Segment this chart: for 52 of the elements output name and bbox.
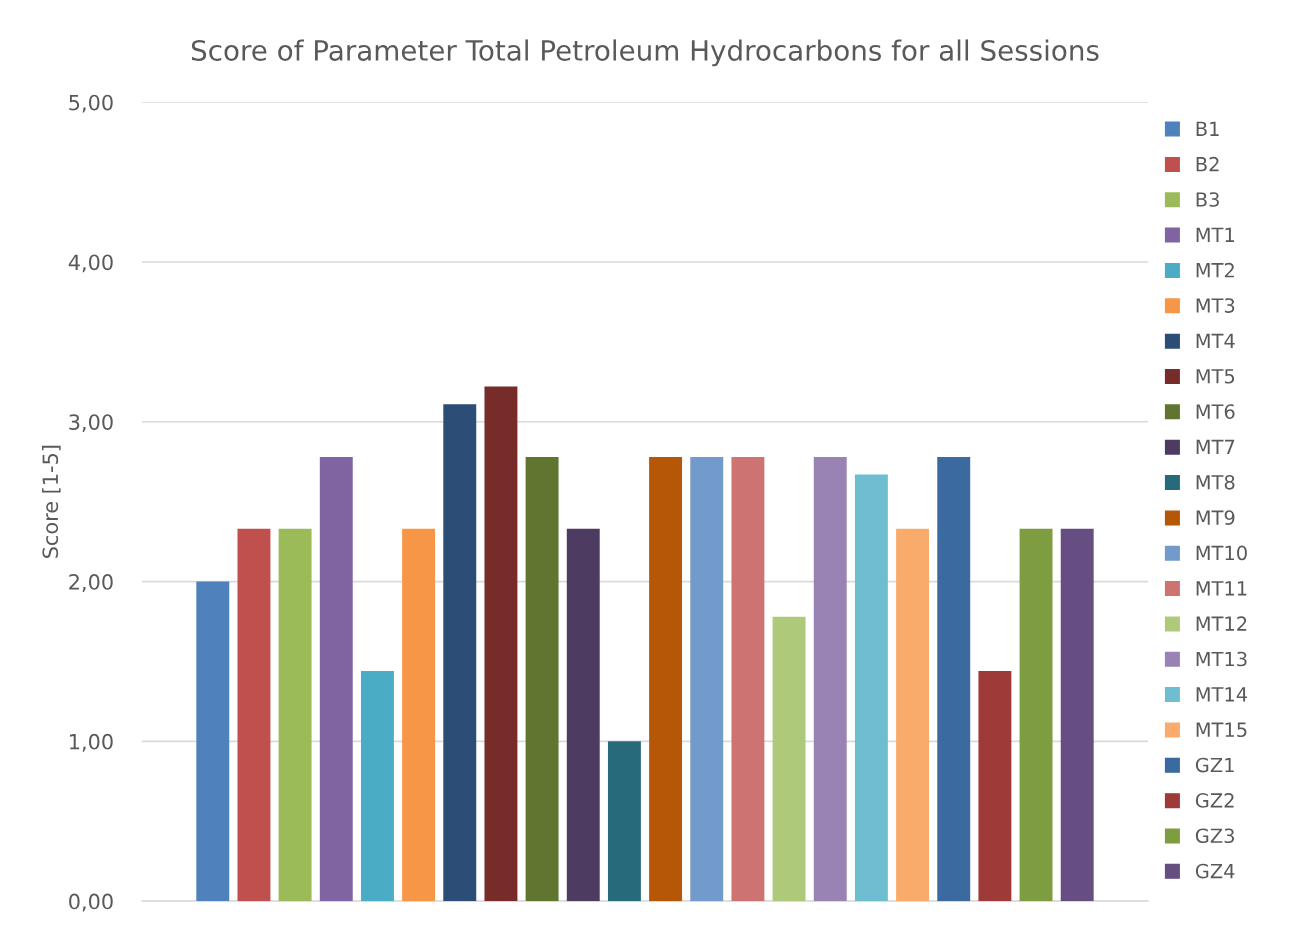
bar — [937, 456, 971, 902]
legend-label: GZ2 — [1195, 793, 1234, 808]
legend-label: MT12 — [1196, 616, 1247, 631]
bar — [607, 741, 641, 902]
bar — [649, 456, 683, 902]
bar — [813, 456, 847, 902]
bar — [731, 456, 765, 902]
bar — [319, 456, 353, 902]
legend-label: MT13 — [1196, 651, 1247, 667]
y-tick-label: 3,00 — [69, 414, 113, 433]
legend-label: GZ4 — [1195, 863, 1235, 879]
bar — [690, 456, 724, 902]
y-tick-label: 1,00 — [70, 733, 113, 752]
legend-label: MT9 — [1196, 510, 1235, 525]
legend-label: MT5 — [1196, 369, 1235, 384]
legend-label: MT15 — [1196, 722, 1247, 738]
bar — [896, 528, 930, 902]
legend-label: MT4 — [1196, 333, 1235, 348]
bar — [484, 386, 518, 902]
bar — [196, 581, 230, 902]
legend-label: MT8 — [1196, 474, 1235, 490]
legend-label: MT6 — [1196, 404, 1235, 419]
y-tick-label: 5,00 — [69, 94, 113, 113]
bar — [443, 404, 477, 902]
legend-label: B1 — [1196, 121, 1219, 136]
legend-label: MT14 — [1196, 687, 1248, 702]
y-axis-title: Score [1-5] — [42, 445, 61, 558]
legend-label: MT7 — [1196, 439, 1235, 455]
legend-label: B2 — [1196, 156, 1219, 172]
legend-label: MT3 — [1196, 298, 1235, 313]
y-tick-label: 0,00 — [69, 893, 113, 912]
bar — [1019, 528, 1053, 902]
bar — [402, 528, 436, 902]
chart-title: Score of Parameter Total Petroleum Hydrocarbons for all Sessions — [191, 39, 1099, 67]
legend-label: GZ3 — [1195, 828, 1234, 844]
bar — [525, 456, 559, 902]
bar — [237, 528, 271, 902]
legend-label: MT10 — [1196, 545, 1247, 561]
legend-label: MT2 — [1196, 262, 1234, 278]
bar — [360, 671, 394, 902]
legend-label: GZ1 — [1195, 757, 1234, 773]
bar — [772, 616, 806, 902]
legend-label: B3 — [1196, 192, 1219, 207]
bar — [566, 528, 600, 902]
legend-label: MT11 — [1196, 581, 1247, 596]
y-tick-label: 2,00 — [69, 574, 113, 592]
bar — [978, 671, 1012, 902]
bar — [278, 528, 312, 902]
y-tick-label: 4,00 — [68, 254, 113, 273]
bar — [1060, 528, 1094, 902]
legend-label: MT1 — [1196, 227, 1234, 242]
bar — [854, 474, 888, 902]
